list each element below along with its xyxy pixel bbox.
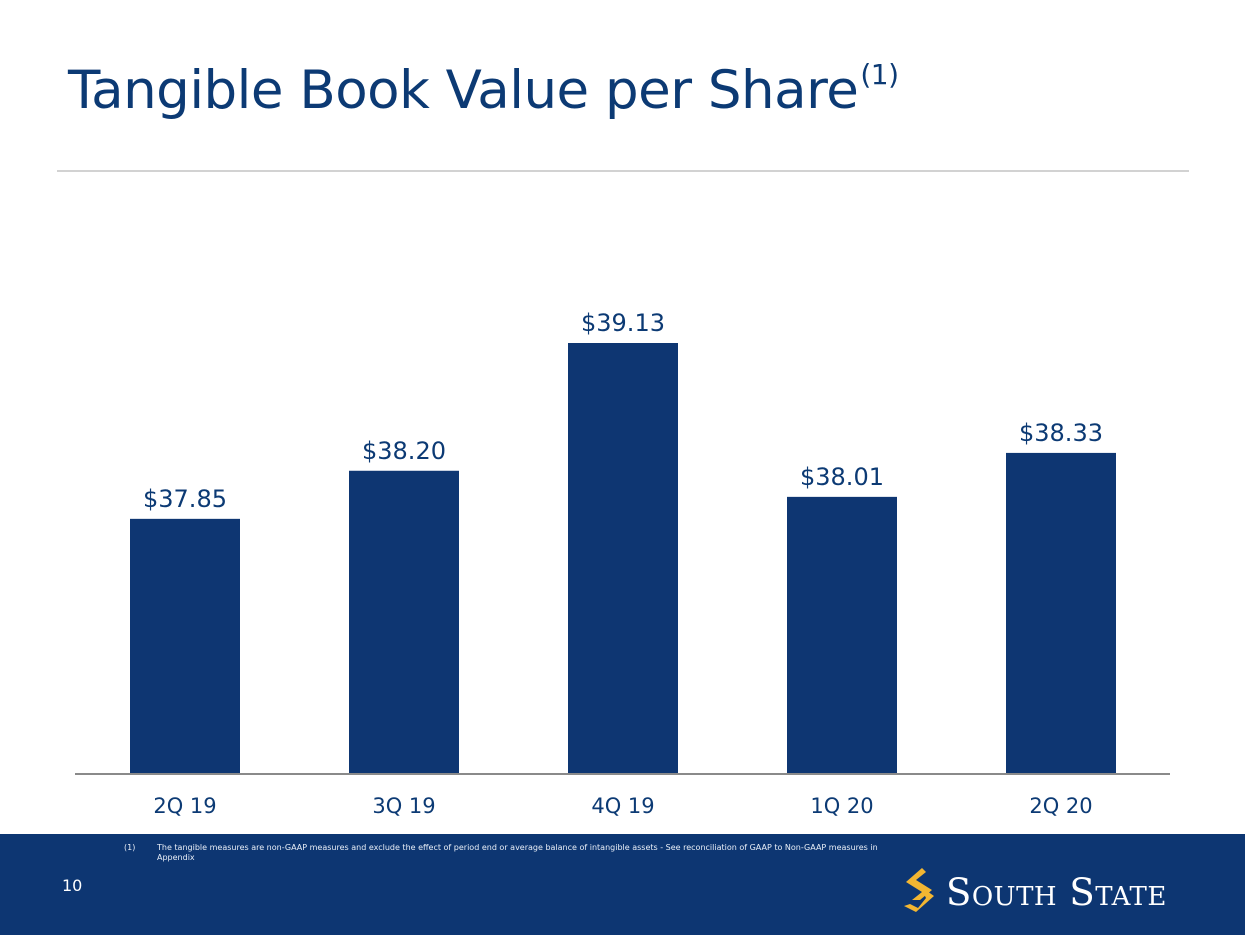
title-text: Tangible Book Value per Share <box>68 60 859 121</box>
x-tick-label: 2Q 19 <box>153 794 216 818</box>
title-footnote-marker: (1) <box>860 58 899 91</box>
bar-1q-20 <box>787 496 897 773</box>
footer-band: (1) The tangible measures are non-GAAP m… <box>0 834 1245 935</box>
x-tick-label: 1Q 20 <box>810 794 873 818</box>
x-tick-label: 4Q 19 <box>591 794 654 818</box>
data-label: $39.13 <box>581 309 665 337</box>
bar-4q-19 <box>568 343 678 773</box>
data-label: $38.33 <box>1019 419 1103 447</box>
bar-chart: $37.85 2Q 19 $38.20 3Q 19 $39.13 4Q 19 $38.01 1… <box>75 309 1170 818</box>
x-tick-label: 3Q 19 <box>372 794 435 818</box>
bar-3q-19 <box>349 470 459 773</box>
south-state-logo-text: South State <box>946 871 1167 914</box>
south-state-logo-icon <box>904 868 934 912</box>
bar-2q-19 <box>130 518 240 773</box>
page-title: Tangible Book Value per Share(1) <box>68 58 899 121</box>
bar-2q-20 <box>1006 452 1116 773</box>
footnote-text: The tangible measures are non-GAAP measu… <box>157 843 878 862</box>
x-tick-label: 2Q 20 <box>1029 794 1092 818</box>
data-label: $38.20 <box>362 437 446 465</box>
footnote-marker: (1) <box>124 843 136 852</box>
data-label: $38.01 <box>800 463 884 491</box>
title-divider <box>57 170 1189 172</box>
data-label: $37.85 <box>143 485 227 513</box>
page-number: 10 <box>62 876 83 895</box>
